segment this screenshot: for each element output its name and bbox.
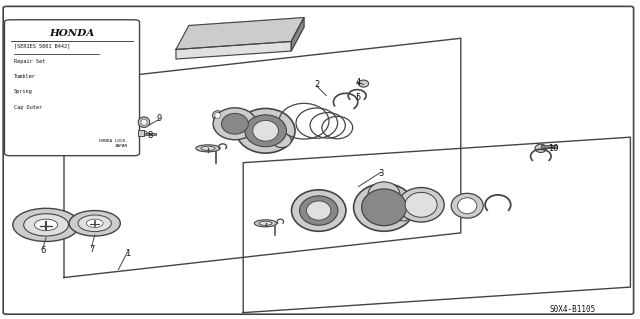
Ellipse shape (300, 196, 338, 225)
Text: 4: 4 (356, 78, 361, 87)
Circle shape (78, 215, 111, 232)
Ellipse shape (141, 119, 147, 125)
Ellipse shape (236, 108, 295, 153)
Circle shape (24, 214, 68, 236)
Ellipse shape (196, 145, 220, 152)
Text: 2: 2 (314, 80, 319, 89)
Ellipse shape (368, 182, 400, 207)
Text: Repair Set: Repair Set (14, 59, 45, 64)
Ellipse shape (394, 207, 413, 221)
Ellipse shape (254, 220, 276, 227)
Ellipse shape (221, 113, 248, 134)
Text: 3: 3 (378, 169, 383, 178)
Bar (213, 123, 218, 128)
Text: 9: 9 (156, 114, 161, 122)
Ellipse shape (215, 113, 220, 118)
Ellipse shape (535, 144, 547, 152)
Ellipse shape (405, 192, 437, 217)
FancyBboxPatch shape (4, 20, 140, 156)
Bar (541, 145, 557, 148)
Ellipse shape (307, 201, 331, 220)
Ellipse shape (138, 117, 150, 127)
Text: 10: 10 (548, 144, 559, 153)
Ellipse shape (398, 188, 444, 222)
Text: 7: 7 (89, 245, 94, 254)
FancyBboxPatch shape (3, 6, 634, 314)
Text: 8: 8 (148, 131, 153, 140)
Ellipse shape (358, 80, 369, 87)
Ellipse shape (259, 221, 272, 225)
Text: [SERIES 5001 B442]: [SERIES 5001 B442] (14, 43, 70, 48)
Ellipse shape (272, 133, 291, 148)
Text: Cap Outer: Cap Outer (14, 105, 42, 110)
Polygon shape (176, 18, 304, 49)
Bar (138, 130, 144, 136)
Ellipse shape (201, 146, 215, 150)
Text: 1: 1 (125, 249, 131, 258)
Text: 6: 6 (40, 246, 45, 255)
Text: S0X4-B1105: S0X4-B1105 (550, 305, 596, 314)
Circle shape (69, 211, 120, 236)
Ellipse shape (362, 189, 406, 226)
Text: Spring: Spring (14, 89, 33, 94)
Ellipse shape (244, 115, 287, 147)
Circle shape (86, 219, 103, 227)
Circle shape (35, 219, 58, 231)
Text: Tumbler: Tumbler (14, 74, 36, 79)
Polygon shape (291, 18, 304, 51)
Text: HONDA LOCK-
JAPAN: HONDA LOCK- JAPAN (99, 139, 128, 148)
Ellipse shape (458, 198, 477, 214)
Ellipse shape (213, 108, 257, 140)
Polygon shape (176, 41, 291, 59)
Ellipse shape (253, 121, 278, 141)
Ellipse shape (354, 183, 415, 231)
Ellipse shape (212, 111, 223, 120)
Ellipse shape (451, 193, 483, 218)
Circle shape (13, 208, 79, 241)
Bar (145, 133, 156, 135)
Text: HONDA: HONDA (50, 29, 95, 38)
Ellipse shape (292, 190, 346, 231)
Text: 5: 5 (356, 93, 361, 102)
